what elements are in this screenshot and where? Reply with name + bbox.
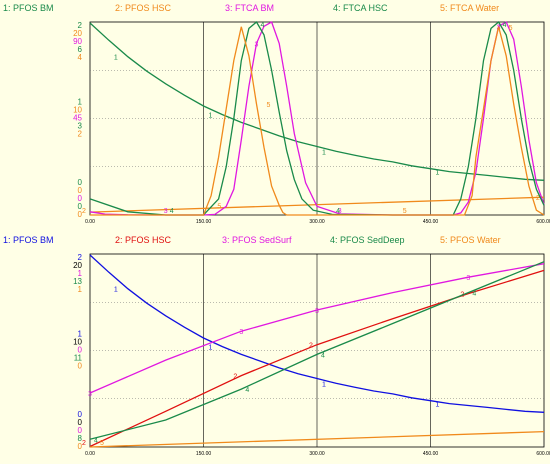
- series-marker-4: 4: [245, 387, 249, 394]
- legend-item-1: 1: PFOS BM: [3, 3, 54, 13]
- series-marker-4: 4: [261, 22, 265, 29]
- series-marker-1: 1: [322, 149, 326, 156]
- series-marker-3: 3: [315, 308, 319, 315]
- y-axis-label-mid: 0: [78, 346, 83, 355]
- series-line-1: [89, 22, 545, 181]
- x-tick-label: 600.00: [536, 219, 550, 225]
- series-marker-3: 3: [164, 208, 168, 215]
- series-marker-1: 1: [208, 113, 212, 120]
- legend-item-3: 3: FTCA BM: [225, 3, 275, 13]
- y-axis-label-top: 2: [78, 253, 83, 262]
- y-axis-label-bottom: 0: [78, 194, 83, 203]
- series-marker-3: 3: [255, 41, 259, 48]
- chart-panel-bottom: 1: PFOS BM 2: PFOS HSC 3: PFOS SedSurf 4…: [0, 232, 550, 464]
- x-tick-label: 300.00: [309, 451, 325, 457]
- y-axis-label-mid: 10: [73, 106, 82, 115]
- y-axis-label-mid: 1: [78, 330, 83, 339]
- series-line-4: [89, 261, 545, 440]
- y-axis-label-bottom: 0: [78, 410, 83, 419]
- legend-item-3: 3: PFOS SedSurf: [222, 235, 292, 245]
- x-tick-label: 0.00: [85, 451, 95, 457]
- x-tick-label: 150.00: [196, 451, 212, 457]
- y-axis-label-top: 4: [78, 53, 83, 62]
- y-axis-label-mid: 45: [73, 114, 82, 123]
- x-tick-label: 450.00: [423, 219, 439, 225]
- y-axis-label-top: 13: [73, 277, 82, 286]
- series-line-5: [90, 26, 545, 216]
- series-marker-1: 1: [114, 55, 118, 62]
- series-line-3: [89, 21, 545, 216]
- series-marker-4: 4: [503, 22, 507, 29]
- series-marker-3: 3: [338, 208, 342, 215]
- series-line-5: [89, 430, 545, 448]
- y-axis-label-mid: 10: [73, 338, 82, 347]
- series-marker-3: 3: [88, 391, 92, 398]
- y-axis-label-top: 2: [78, 21, 83, 30]
- series-marker-5: 5: [217, 203, 221, 210]
- x-tick-label: 0.00: [85, 219, 95, 225]
- series-marker-5: 5: [509, 25, 513, 32]
- series-marker-5: 5: [100, 440, 104, 447]
- legend-item-5: 5: FTCA Water: [440, 3, 500, 13]
- legend-item-1: 1: PFOS BM: [3, 235, 54, 245]
- series-marker-2: 2: [82, 440, 86, 447]
- legend-item-2: 2: PFOS HSC: [115, 235, 172, 245]
- series-marker-2: 2: [82, 208, 86, 215]
- y-axis-label-bottom: 0: [78, 210, 83, 219]
- series-marker-1: 1: [435, 170, 439, 177]
- y-axis-label-bottom: 0: [78, 442, 83, 451]
- y-axis-label-top: 1: [78, 269, 83, 278]
- y-axis-label-top: 1: [78, 285, 83, 294]
- chart-svg-bottom: 0.00150.00300.00450.00600.00210201001001…: [73, 253, 550, 457]
- y-axis-label-bottom: 0: [78, 178, 83, 187]
- legend-item-4: 4: PFOS SedDeep: [330, 235, 405, 245]
- y-axis-label-top: 90: [73, 37, 82, 46]
- series-marker-1: 1: [114, 287, 118, 294]
- series-marker-4: 4: [472, 291, 476, 298]
- y-axis-label-top: 6: [78, 45, 83, 54]
- series-line-1: [89, 254, 545, 413]
- series-marker-2: 2: [536, 195, 540, 202]
- series-marker-5: 5: [267, 102, 271, 109]
- y-axis-label-mid: 1: [78, 98, 83, 107]
- y-axis-label-bottom: 0: [78, 202, 83, 211]
- y-axis-label-bottom: 8: [78, 434, 83, 443]
- series-marker-3: 3: [466, 275, 470, 282]
- y-axis-label-mid: 11: [74, 354, 83, 363]
- x-tick-label: 300.00: [309, 219, 325, 225]
- series-marker-5: 5: [403, 208, 407, 215]
- series-marker-1: 1: [322, 381, 326, 388]
- series-marker-1: 1: [435, 402, 439, 409]
- legend-top: 1: PFOS BM 2: PFOS HSC 3: FTCA BM 4: FTC…: [0, 0, 550, 14]
- y-axis-label-bottom: 0: [78, 426, 83, 435]
- x-tick-label: 600.00: [536, 451, 550, 457]
- y-axis-label-mid: 2: [78, 130, 83, 139]
- y-axis-label-top: 20: [73, 261, 82, 270]
- series-line-3: [89, 263, 545, 394]
- series-line-2: [89, 269, 545, 448]
- series-line-4: [89, 21, 545, 216]
- y-axis-label-mid: 3: [78, 122, 83, 131]
- series-marker-2: 2: [233, 374, 237, 381]
- series-marker-3: 3: [239, 329, 243, 336]
- y-axis-label-bottom: 0: [78, 186, 83, 195]
- series-marker-4: 4: [321, 352, 325, 359]
- y-axis-label-mid: 0: [78, 362, 83, 371]
- legend-item-5: 5: PFOS Water: [440, 235, 501, 245]
- x-tick-label: 450.00: [423, 451, 439, 457]
- chart-panel-top: 1: PFOS BM 2: PFOS HSC 3: FTCA BM 4: FTC…: [0, 0, 550, 225]
- legend-bottom: 1: PFOS BM 2: PFOS HSC 3: PFOS SedSurf 4…: [0, 232, 550, 246]
- series-marker-4: 4: [170, 208, 174, 215]
- series-marker-4: 4: [336, 208, 340, 215]
- y-axis-label-bottom: 0: [78, 418, 83, 427]
- legend-item-2: 2: PFOS HSC: [115, 3, 172, 13]
- x-tick-label: 150.00: [196, 219, 212, 225]
- chart-svg-top: 0.00150.00300.00450.00600.00210201009045…: [73, 21, 550, 225]
- series-marker-1: 1: [208, 345, 212, 352]
- y-axis-label-top: 20: [73, 29, 82, 38]
- legend-item-4: 4: FTCA HSC: [333, 3, 388, 13]
- series-marker-4: 4: [94, 437, 98, 444]
- series-marker-2: 2: [309, 343, 313, 350]
